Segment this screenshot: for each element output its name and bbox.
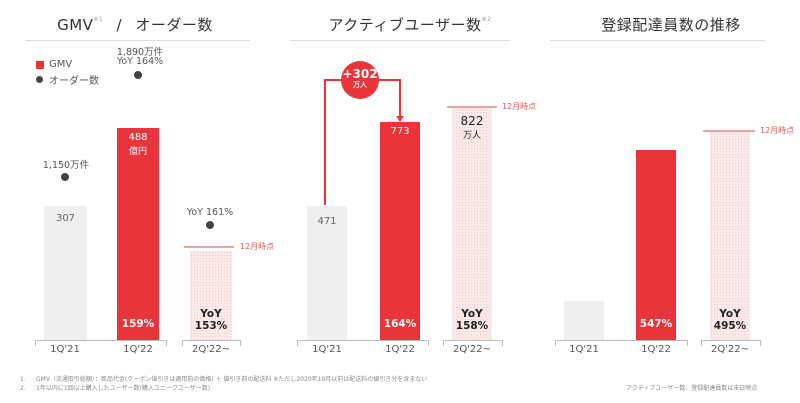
bar-label-gmv-1q21: 307	[55, 213, 76, 224]
bar-gmv-1q21	[44, 206, 87, 340]
delta-value: +302	[342, 67, 378, 81]
x-tick-1q21: 1Q'21	[569, 344, 599, 355]
projection-marker-line	[184, 246, 234, 248]
projection-marker-label: 12月時点	[240, 242, 275, 251]
legend-label: オーダー数	[49, 76, 99, 87]
bar-gmv-2q22-projection	[190, 251, 232, 340]
title-divider	[25, 40, 250, 41]
arrow-head-icon	[396, 116, 404, 122]
x-tick-1q21: 1Q'21	[312, 344, 342, 355]
delta-connector	[324, 79, 404, 205]
x-tick-1q22: 1Q'22	[641, 344, 671, 355]
footnote-1: 1. GMV（流通取引総額）：商品代金(クーポン値引きは適用前の価格) ＋ 値引き…	[20, 374, 427, 383]
footnote-right: アクティブユーザー数、登録配達員数は末日時点	[626, 385, 758, 392]
footnote-2: 2. 1年以内に1回以上購入したユーザー数(購入ユニークユーザー数)	[20, 383, 210, 392]
bar-yoy-users-2q22: YoY 158%	[455, 308, 489, 332]
x-tick-1q21: 1Q'21	[50, 344, 80, 355]
order-dot-1q21	[61, 173, 69, 181]
bar-couriers-1q22	[636, 150, 676, 340]
panel-gmv-orders: GMV※1 / オーダー数 GMV オーダー数 307 488 億円 159% …	[0, 0, 274, 360]
panel-title: アクティブユーザー数※2	[280, 14, 540, 35]
legend: GMV オーダー数	[36, 57, 99, 87]
bar-gmv-1q22	[117, 128, 159, 340]
order-dot-1q22	[134, 71, 142, 79]
panel-active-users: アクティブユーザー数※2 +302 万人 471 773 164% 12月時点 …	[270, 0, 540, 360]
axis-bracket-actual	[35, 340, 167, 346]
axis-bracket-projection	[701, 340, 761, 346]
bar-users-1q22	[380, 122, 420, 340]
projection-marker-line	[447, 106, 497, 108]
x-tick-1q22: 1Q'22	[385, 344, 415, 355]
axis-bracket-actual	[555, 340, 688, 346]
bar-yoy-gmv-2q22: YoY 153%	[194, 308, 228, 332]
bar-unit-gmv-1q22: 億円	[128, 147, 147, 157]
projection-marker-label: 12月時点	[760, 126, 795, 135]
axis-bracket-projection	[443, 340, 503, 346]
bar-label-users-2q22: 822	[460, 114, 484, 128]
order-label-2q22: YoY 161%	[186, 207, 234, 218]
panel-title: GMV※1 / オーダー数	[0, 14, 270, 35]
footnote-number: 2.	[20, 385, 26, 392]
title-footnote-ref: ※2	[481, 16, 492, 23]
red-square-icon	[36, 60, 44, 69]
dot-icon	[36, 76, 43, 83]
axis-bracket-projection	[182, 340, 241, 346]
projection-marker-line	[703, 130, 755, 132]
bar-couriers-2q22-projection	[710, 132, 750, 340]
bar-yoy-couriers-2q22: YoY 495%	[713, 308, 747, 332]
x-tick-2q22: 2Q'22~	[191, 344, 231, 355]
title-gmv: GMV	[57, 16, 94, 34]
bar-users-2q22-projection	[452, 108, 492, 340]
footnote-number: 1.	[20, 376, 26, 383]
panel-title: 登録配達員数の推移	[601, 16, 741, 34]
title-divider	[290, 40, 510, 41]
bar-users-1q21	[307, 206, 347, 340]
connector-path	[324, 79, 401, 205]
x-tick-2q22: 2Q'22~	[452, 344, 492, 355]
title-orders: オーダー数	[135, 16, 213, 34]
panel-registered-couriers: 登録配達員数の推移 547% 12月時点 YoY 495% 1Q'21 1Q'22…	[530, 0, 800, 360]
title-active-users: アクティブユーザー数	[328, 16, 482, 34]
yoy-value: 495%	[713, 320, 747, 332]
footnote-text: 1年以内に1回以上購入したユーザー数(購入ユニークユーザー数)	[36, 385, 211, 392]
order-label-1q22-yoy: YoY 164%	[116, 56, 164, 67]
legend-item-orders: オーダー数	[36, 72, 99, 87]
yoy-value: 158%	[455, 320, 489, 332]
delta-unit: 万人	[353, 81, 367, 89]
bar-growth-couriers-1q22: 547%	[639, 318, 673, 330]
bar-label-users-1q21: 471	[317, 216, 337, 227]
bar-couriers-1q21	[564, 301, 604, 340]
bar-unit-users-2q22: 万人	[462, 131, 481, 141]
bar-growth-users-1q22: 164%	[383, 318, 417, 330]
order-label-1q22-count: 1,890万件	[116, 47, 164, 58]
title-separator: /	[116, 16, 123, 34]
bar-growth-gmv-1q22: 159%	[121, 318, 155, 330]
x-tick-1q22: 1Q'22	[123, 344, 153, 355]
order-label-1q21: 1,150万件	[42, 160, 90, 171]
x-tick-2q22: 2Q'22~	[710, 344, 750, 355]
title-divider	[550, 40, 765, 41]
order-dot-2q22	[206, 221, 214, 229]
projection-marker-label: 12月時点	[502, 102, 537, 111]
delta-bubble: +302 万人	[341, 61, 379, 99]
legend-label: GMV	[49, 59, 73, 70]
footnote-text: GMV（流通取引総額）：商品代金(クーポン値引きは適用前の価格) ＋ 値引き前の…	[36, 376, 428, 383]
axis-bracket-actual	[297, 340, 429, 346]
bar-label-gmv-1q22: 488	[128, 132, 148, 143]
bar-label-users-1q22: 773	[390, 126, 410, 137]
yoy-value: 153%	[194, 320, 228, 332]
title-footnote-ref: ※1	[93, 16, 104, 23]
legend-item-gmv: GMV	[36, 57, 99, 72]
